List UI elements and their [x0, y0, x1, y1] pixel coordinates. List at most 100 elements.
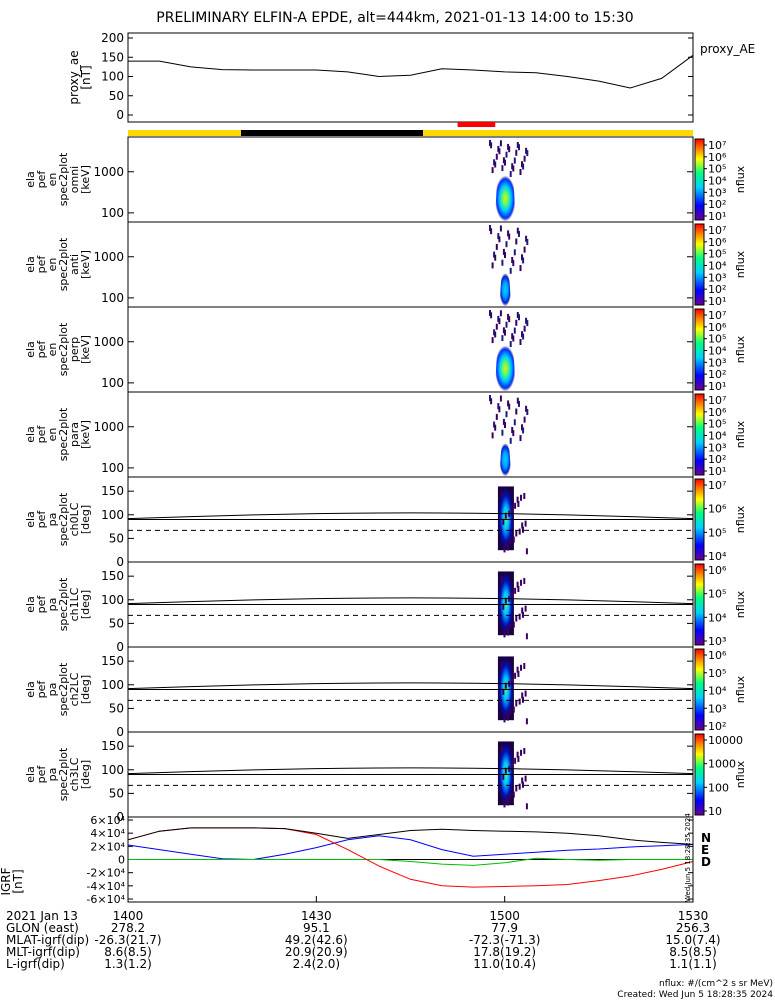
flux-speckle [501, 259, 504, 266]
flux-speckle [494, 254, 497, 261]
colorbar-tick-label: 10⁴ [708, 175, 727, 188]
x-row-value: 278.2 [111, 921, 145, 935]
y-axis-label-line: pa [46, 513, 59, 527]
flux-speckle [519, 265, 522, 272]
science-zone-bar [457, 122, 496, 127]
y-tick-label: 50 [109, 531, 124, 545]
y-tick-label: 0 [116, 725, 124, 739]
loss-cone-line [127, 682, 694, 690]
y-tick-label: 200 [101, 31, 124, 45]
y-axis-label-line: ela [24, 766, 37, 783]
flux-speckle [504, 252, 506, 258]
flux-speckle [509, 708, 512, 715]
flux-speckle [513, 327, 516, 334]
flux-speckle [512, 621, 515, 628]
flux-speckle [521, 607, 524, 614]
colorbar [694, 648, 705, 731]
flux-speckle [519, 169, 522, 175]
flux-speckle [515, 408, 518, 415]
flux-speckle [523, 578, 526, 584]
y-axis-label-line: pef [35, 425, 48, 444]
flux-speckle [512, 706, 515, 713]
flux-speckle [516, 142, 519, 148]
y-axis-label-line: omni [68, 166, 81, 193]
flux-speckle [491, 337, 494, 344]
flux-speckle [501, 165, 504, 172]
legend-igrf-D: D [701, 855, 711, 869]
flux-speckle [505, 241, 508, 248]
flux-burst [499, 273, 512, 307]
colorbar [694, 478, 705, 561]
y-axis-label-line: pef [35, 170, 48, 189]
plot-title: PRELIMINARY ELFIN-A EPDE, alt=444km, 202… [156, 10, 633, 26]
flux-speckle [504, 422, 506, 428]
y-tick-label: 2×10⁴ [90, 840, 125, 853]
flux-speckle [525, 235, 528, 242]
flux-speckle [523, 246, 526, 253]
colorbar-tick-label: 10⁴ [708, 685, 727, 698]
y-axis-label-line: [deg] [79, 760, 92, 789]
colorbar-label-text: nflux [734, 250, 747, 278]
y-axis-label-line: ela [24, 341, 37, 358]
flux-speckle [506, 710, 509, 717]
y-tick-label: 50 [109, 89, 124, 103]
flux-speckle [511, 257, 514, 263]
y-axis-label-line: spec2plot [57, 152, 70, 206]
y-axis-label-line: en [46, 258, 59, 272]
x-row-label: L-igrf(dip) [6, 957, 65, 971]
panel-frame [127, 136, 694, 223]
y-axis-label-line: proxy_ae [67, 50, 81, 104]
panel-frame [127, 32, 694, 123]
y-axis-label-line: pa [46, 768, 59, 782]
y-axis-label-line: [keV] [79, 420, 92, 449]
x-row-value: 256.3 [676, 921, 710, 935]
loss-cone-line [127, 512, 694, 520]
y-tick-label: 150 [101, 739, 124, 753]
flux-speckle [509, 437, 512, 444]
y-axis-label-line: IGRF [0, 867, 13, 895]
y-axis-label-line: pef [35, 595, 48, 614]
flux-speckle [526, 239, 529, 245]
y-tick-label: 50 [109, 701, 124, 715]
flux-speckle [505, 411, 508, 418]
y-axis-label-line: [keV] [79, 335, 92, 364]
flux-speckle [525, 317, 528, 324]
flux-speckle [506, 795, 509, 802]
y-axis-label-line: perp [68, 337, 81, 362]
flux-speckle [513, 419, 516, 426]
y-tick-label: 50 [109, 786, 124, 800]
x-row-value: 77.9 [491, 921, 518, 935]
flux-speckle [501, 746, 503, 753]
colorbar-tick-label: 10⁵ [708, 667, 726, 680]
x-row-value: 8.5(8.5) [669, 945, 717, 959]
colorbar [694, 138, 705, 221]
colorbar-label: nflux [734, 590, 747, 618]
y-axis-label-line: en [46, 343, 59, 357]
y-tick-label: 100 [101, 461, 124, 475]
colorbar-tick-label: 10⁷ [708, 479, 726, 492]
y-axis-label-line: pef [35, 340, 48, 359]
flux-speckle [521, 331, 523, 338]
flux-speckle [522, 611, 524, 618]
flux-speckle [511, 427, 514, 433]
flux-speckle [502, 688, 505, 695]
flux-speckle [507, 143, 510, 150]
y-tick-label: 0 [116, 555, 124, 569]
flux-speckle [517, 756, 520, 762]
colorbar [694, 308, 705, 391]
flux-speckle [523, 325, 526, 332]
flux-speckle [518, 698, 521, 705]
flux-speckle [498, 236, 501, 243]
flux-speckle [497, 145, 500, 152]
flux-speckle [503, 716, 506, 723]
flux-speckle [489, 140, 491, 146]
colorbar-label: nflux [734, 335, 747, 363]
orbit-bar-sun [128, 130, 241, 136]
colorbar-tick-label: 10¹ [708, 465, 726, 478]
flux-burst [494, 175, 516, 222]
flux-speckle [522, 526, 524, 533]
flux-speckle [514, 672, 517, 679]
